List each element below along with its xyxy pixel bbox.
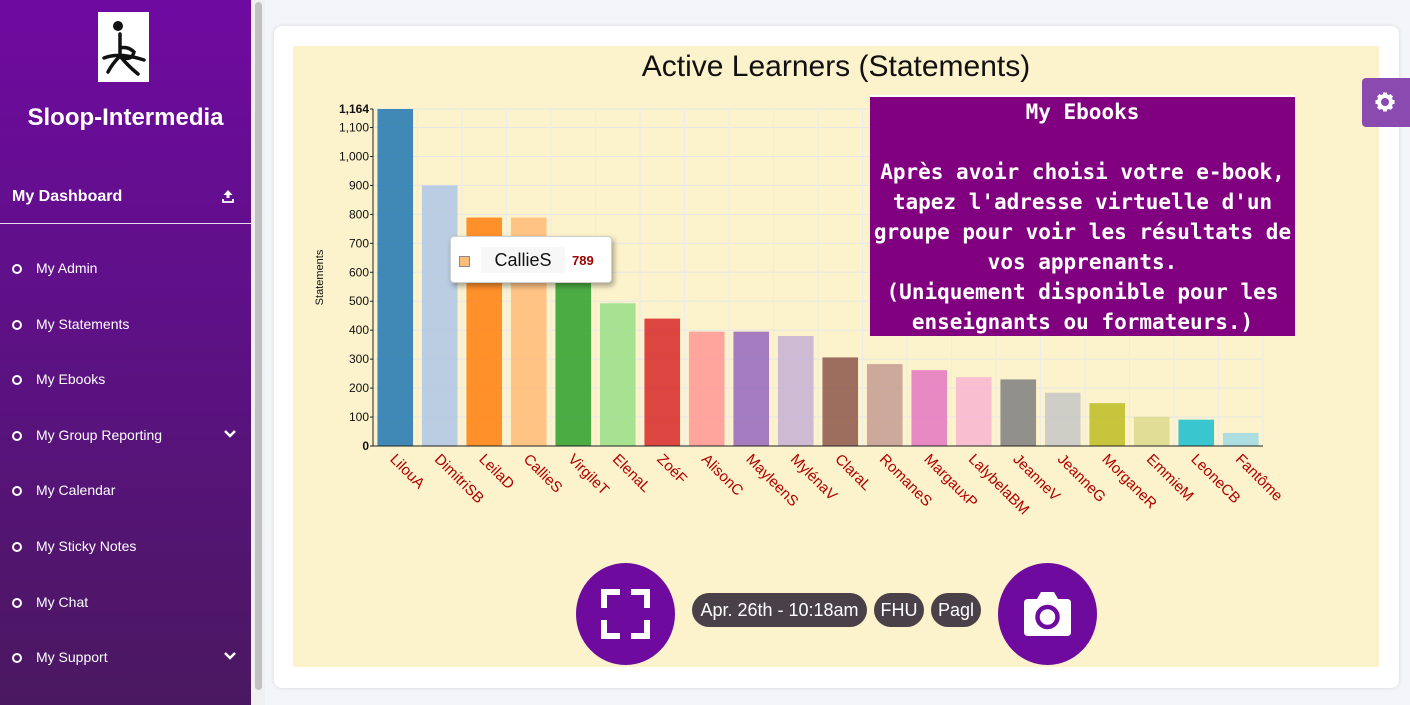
circle-icon bbox=[12, 486, 22, 496]
upload-icon[interactable] bbox=[220, 188, 236, 204]
timestamp-badge: Apr. 26th - 10:18am bbox=[692, 593, 867, 627]
y-tick-label: 800 bbox=[349, 207, 369, 221]
bar-morganer bbox=[1089, 403, 1126, 446]
chevron-down-icon[interactable] bbox=[223, 649, 237, 663]
bar-jeanneg bbox=[1044, 392, 1081, 446]
gear-icon bbox=[1375, 92, 1395, 112]
bar-mylénav bbox=[777, 335, 814, 446]
x-tick-label: VirgileT bbox=[564, 451, 612, 499]
bar-alisonc bbox=[688, 331, 725, 446]
y-tick-label: 500 bbox=[349, 294, 369, 308]
x-tick-label: CallieS bbox=[520, 451, 566, 497]
chart-tooltip: CallieS 789 bbox=[450, 236, 612, 283]
tooltip-value: 789 bbox=[572, 253, 594, 268]
chevron-down-icon[interactable] bbox=[223, 427, 237, 441]
tooltip-name: CallieS bbox=[481, 247, 565, 273]
sidebar-item-label: My Statements bbox=[36, 316, 130, 332]
x-tick-label: ZoéF bbox=[653, 451, 690, 488]
brand-name: Sloop-Intermedia bbox=[27, 104, 224, 131]
sidebar-scrollbar[interactable] bbox=[251, 0, 265, 705]
screenshot-button[interactable] bbox=[998, 563, 1097, 665]
x-tick-label: LilouA bbox=[386, 451, 428, 493]
settings-button[interactable] bbox=[1362, 78, 1410, 127]
circle-icon bbox=[12, 431, 22, 441]
sidebar-item-my-chat[interactable]: My Chat bbox=[0, 584, 251, 624]
sidebar-item-my-support[interactable]: My Support bbox=[0, 639, 251, 679]
ebooks-notice-line: enseignants ou formateurs.) bbox=[911, 310, 1254, 334]
sidebar-item-label: My Calendar bbox=[36, 482, 116, 498]
bar-emmiem bbox=[1133, 416, 1170, 446]
sidebar-item-my-admin[interactable]: My Admin bbox=[0, 250, 251, 290]
ebooks-notice-line: tapez l'adresse virtuelle d'un bbox=[892, 190, 1273, 214]
bar-virgilet bbox=[555, 278, 592, 446]
bar-claral bbox=[822, 357, 859, 446]
ebooks-notice-line: Après avoir choisi votre e-book, bbox=[880, 160, 1285, 184]
y-tick-label: 1,000 bbox=[339, 149, 369, 163]
my-dashboard-label: My Dashboard bbox=[12, 188, 123, 205]
my-dashboard-header[interactable]: My Dashboard bbox=[0, 178, 251, 224]
sidebar-item-my-group-reporting[interactable]: My Group Reporting bbox=[0, 417, 251, 457]
x-tick-label: JeanneG bbox=[1054, 451, 1109, 506]
y-tick-label: 1,100 bbox=[339, 121, 369, 135]
ebooks-notice-line: vos apprenants. bbox=[987, 250, 1178, 274]
bar-zoéf bbox=[644, 318, 681, 446]
sidebar-item-label: My Sticky Notes bbox=[36, 538, 137, 554]
bar-lalybelabm bbox=[955, 377, 992, 446]
y-tick-label: 900 bbox=[349, 178, 369, 192]
y-tick-label: 0 bbox=[362, 439, 369, 453]
y-axis-label: Statements bbox=[314, 249, 326, 305]
y-tick-label: 400 bbox=[349, 323, 369, 337]
ebooks-notice-title: My Ebooks bbox=[1025, 100, 1140, 124]
bar-romanes bbox=[866, 364, 903, 446]
bar-jeannev bbox=[1000, 379, 1037, 446]
fullscreen-button[interactable] bbox=[576, 563, 675, 665]
x-tick-label: ClaraL bbox=[831, 451, 874, 494]
chart-title: Active Learners (Statements) bbox=[641, 50, 1031, 83]
ebooks-notice-line: (Uniquement disponible pour les bbox=[886, 280, 1279, 304]
y-tick-label: 300 bbox=[349, 352, 369, 366]
bar-elenal bbox=[599, 303, 636, 446]
x-tick-label: LeilaD bbox=[475, 451, 517, 493]
ebooks-notice-line: groupe pour voir les résultats de bbox=[873, 220, 1292, 244]
bar-mayleens bbox=[733, 331, 770, 446]
circle-icon bbox=[12, 375, 22, 385]
sidebar-item-my-statements[interactable]: My Statements bbox=[0, 306, 251, 346]
circle-icon bbox=[12, 653, 22, 663]
bar-leonecb bbox=[1178, 419, 1215, 446]
sidebar-item-my-calendar[interactable]: My Calendar bbox=[0, 472, 251, 512]
x-tick-label: AlisonC bbox=[698, 451, 747, 500]
circle-icon bbox=[12, 264, 22, 274]
y-tick-label: 700 bbox=[349, 236, 369, 250]
y-tick-label: 100 bbox=[349, 410, 369, 424]
y-tick-label: 1,164 bbox=[339, 102, 369, 116]
bar-chart: 0 100 200 300 400 500 600 700 800 900 1,000 1,100 1,… bbox=[314, 102, 1286, 518]
bar-liloua bbox=[377, 109, 414, 446]
sidebar-item-label: My Support bbox=[36, 649, 108, 665]
bar-fantôme bbox=[1222, 432, 1259, 446]
fullscreen-icon bbox=[601, 589, 650, 639]
sidebar-item-label: My Chat bbox=[36, 594, 89, 610]
sidebar-item-my-sticky-notes[interactable]: My Sticky Notes bbox=[0, 528, 251, 568]
bar-margauxp bbox=[911, 370, 948, 446]
sidebar-item-label: My Ebooks bbox=[36, 371, 106, 387]
tag-badge-pagl: Pagl bbox=[931, 593, 981, 627]
sidebar-item-label: My Group Reporting bbox=[36, 427, 163, 443]
sidebar: Sloop-Intermedia My Dashboard My Admin My… bbox=[0, 0, 251, 705]
scrollbar-thumb[interactable] bbox=[255, 2, 262, 690]
y-tick-label: 200 bbox=[349, 381, 369, 395]
camera-icon bbox=[1024, 592, 1071, 636]
sidebar-item-label: My Admin bbox=[36, 260, 98, 276]
sidebar-item-my-ebooks[interactable]: My Ebooks bbox=[0, 361, 251, 401]
circle-icon bbox=[12, 542, 22, 552]
logo bbox=[98, 12, 149, 82]
circle-icon bbox=[12, 320, 22, 330]
tooltip-swatch bbox=[459, 256, 470, 267]
tag-badge-fhu: FHU bbox=[874, 593, 924, 627]
ebooks-notice: My Ebooks Après avoir choisi votre e-boo… bbox=[870, 95, 1295, 336]
bar-dimitrisb bbox=[421, 185, 458, 446]
circle-icon bbox=[12, 598, 22, 608]
x-tick-label: ElenaL bbox=[609, 451, 654, 496]
y-tick-label: 600 bbox=[349, 265, 369, 279]
